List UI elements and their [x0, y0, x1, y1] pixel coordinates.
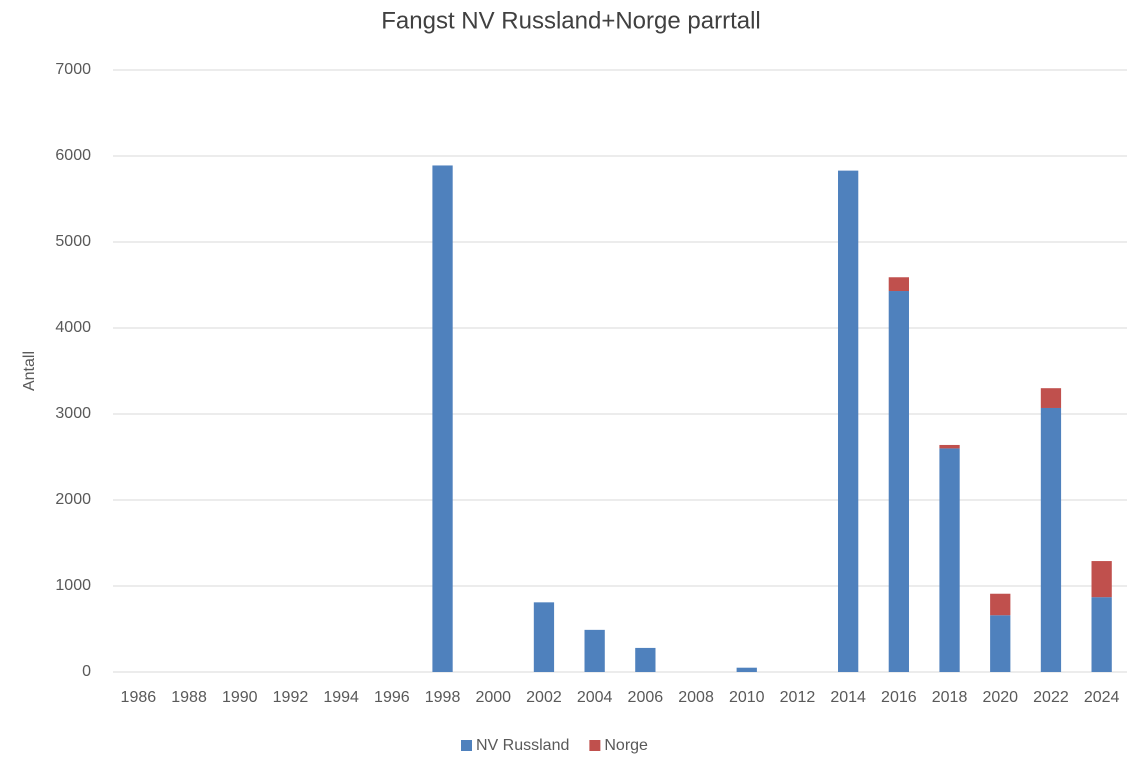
legend-swatch — [589, 740, 601, 751]
y-tick-label: 7000 — [55, 61, 91, 78]
bar-segment — [584, 629, 605, 672]
x-tick-label: 2004 — [577, 689, 613, 706]
x-tick-label: 1996 — [374, 689, 410, 706]
y-tick-label: 0 — [82, 663, 91, 680]
x-tick-label: 2012 — [780, 689, 816, 706]
bar-segment — [838, 170, 859, 672]
chart-title: Fangst NV Russland+Norge parrtall — [381, 7, 761, 34]
x-tick-label: 1986 — [121, 689, 157, 706]
legend-label: Norge — [604, 737, 648, 754]
bar-segment — [1040, 407, 1062, 672]
bar-segment — [533, 602, 555, 672]
legend-label: NV Russland — [476, 737, 569, 754]
x-tick-label: 2002 — [526, 689, 562, 706]
y-tick-label: 5000 — [55, 233, 91, 250]
x-tick-label: 2018 — [932, 689, 968, 706]
y-tick-label: 3000 — [55, 405, 91, 422]
bar-segment — [939, 444, 960, 449]
y-tick-label: 2000 — [55, 491, 91, 508]
y-tick-label: 6000 — [55, 147, 91, 164]
bar-segment — [736, 667, 757, 672]
bar-segment — [432, 165, 453, 672]
x-tick-label: 2010 — [729, 689, 765, 706]
y-axis-title: Antall — [21, 351, 38, 391]
x-tick-label: 2016 — [881, 689, 917, 706]
bar-segment — [990, 615, 1011, 672]
x-tick-label: 2006 — [628, 689, 664, 706]
x-tick-label: 2008 — [678, 689, 714, 706]
bar-segment — [635, 647, 656, 672]
bar-segment — [1040, 388, 1062, 408]
x-tick-label: 2000 — [475, 689, 511, 706]
x-tick-label: 1994 — [323, 689, 359, 706]
y-tick-label: 1000 — [55, 577, 91, 594]
bar-segment — [1091, 597, 1112, 672]
x-tick-label: 2014 — [830, 689, 866, 706]
x-tick-label: 1998 — [425, 689, 461, 706]
x-tick-label: 2022 — [1033, 689, 1069, 706]
y-tick-label: 4000 — [55, 319, 91, 336]
bar-segment — [990, 593, 1011, 616]
x-tick-label: 1988 — [171, 689, 207, 706]
x-tick-label: 1992 — [273, 689, 309, 706]
x-tick-label: 2020 — [982, 689, 1018, 706]
legend-swatch — [461, 740, 472, 751]
bar-segment — [939, 448, 960, 672]
x-tick-label: 1990 — [222, 689, 258, 706]
bar-segment — [1091, 561, 1112, 598]
bar-segment — [888, 277, 909, 292]
x-tick-label: 2024 — [1084, 689, 1120, 706]
bar-segment — [888, 291, 909, 672]
